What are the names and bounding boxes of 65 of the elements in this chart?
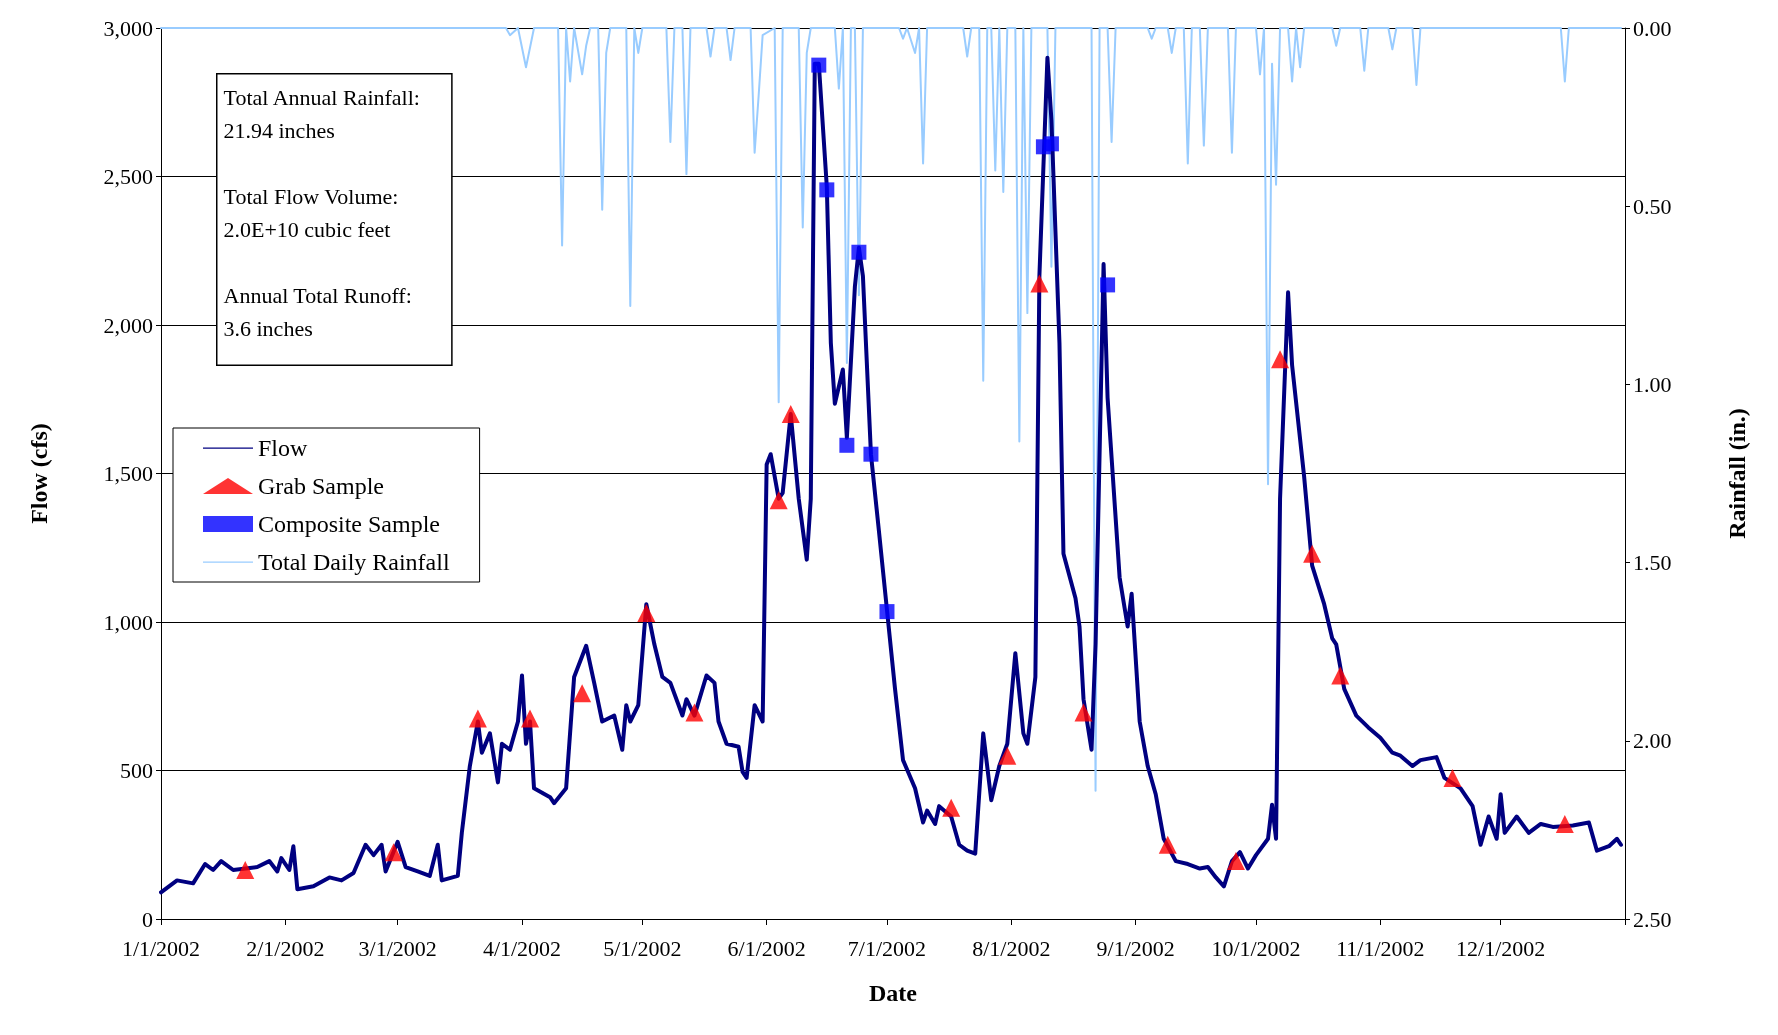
point	[1030, 274, 1049, 293]
x-tick-label: 9/1/2002	[1096, 935, 1175, 961]
y-tick-label: 500	[120, 758, 153, 783]
x-tick-label: 8/1/2002	[972, 935, 1051, 961]
point	[1443, 768, 1462, 787]
point	[811, 57, 827, 73]
x-tick-label: 2/1/2002	[246, 935, 325, 961]
line-series	[160, 27, 1622, 792]
y2-tick-label: 2.00	[1633, 728, 1672, 754]
y2-tick-label: 1.50	[1633, 550, 1672, 576]
point	[1555, 814, 1574, 833]
point	[819, 182, 835, 198]
point	[1074, 703, 1093, 722]
point	[781, 405, 800, 424]
point	[1271, 350, 1290, 369]
point	[1100, 277, 1116, 293]
x-tick-label: 12/1/2002	[1456, 935, 1546, 961]
annotation: Total Annual Rainfall: 21.94 inches	[223, 84, 420, 143]
point	[637, 604, 656, 623]
y2-tick-label: 0.50	[1633, 193, 1672, 219]
legend-label: Total Daily Rainfall	[258, 549, 450, 575]
point	[1158, 835, 1177, 854]
x-tick-label: 10/1/2002	[1211, 935, 1301, 961]
x-tick-label: 5/1/2002	[603, 935, 682, 961]
point	[685, 703, 704, 722]
y-tick-label: 1,000	[103, 609, 153, 635]
y2-tick-label: 0.00	[1633, 15, 1672, 41]
x-tick-label: 1/1/2002	[121, 935, 201, 961]
x-tick-label: 7/1/2002	[847, 935, 927, 961]
y-tick-label: 0	[142, 906, 153, 932]
x-tick-label: 11/1/2002	[1336, 935, 1425, 961]
point	[1226, 852, 1245, 871]
point	[863, 446, 879, 462]
point	[839, 437, 855, 453]
point	[942, 798, 961, 817]
point	[236, 860, 255, 879]
point	[1331, 666, 1350, 685]
y2-tick-label: 2.50	[1633, 906, 1672, 932]
x-axis-title: Date	[869, 980, 918, 1006]
point	[769, 491, 788, 510]
y-tick-label: 2,000	[103, 312, 153, 338]
x-tick-label: 6/1/2002	[727, 935, 806, 961]
point	[521, 709, 540, 728]
annotation: Annual Total Runoff: 3.6 inches	[223, 282, 412, 341]
y-axis-title: Flow (cfs)	[26, 423, 52, 524]
y-tick-label: 2,500	[103, 164, 153, 189]
legend-label: Grab Sample	[258, 473, 384, 499]
point	[998, 746, 1017, 765]
line-series	[159, 55, 1623, 895]
point	[879, 604, 895, 620]
point	[1303, 544, 1322, 563]
y-tick-label: 1,500	[103, 461, 153, 486]
point	[468, 709, 487, 728]
point	[573, 684, 592, 703]
y2-axis-title: Rainfall (in.)	[1724, 408, 1750, 539]
legend-label: Composite Sample	[258, 511, 440, 537]
point	[1043, 136, 1059, 152]
legend-label: Flow	[258, 435, 309, 461]
x-tick-label: 3/1/2002	[358, 935, 437, 961]
y2-tick-label: 1.00	[1633, 371, 1672, 397]
annotation: Total Flow Volume: 2.0E+10 cubic feet	[223, 183, 399, 242]
y-tick-label: 3,000	[103, 15, 153, 41]
x-tick-label: 4/1/2002	[482, 935, 562, 961]
point	[851, 244, 867, 260]
point	[384, 843, 403, 862]
